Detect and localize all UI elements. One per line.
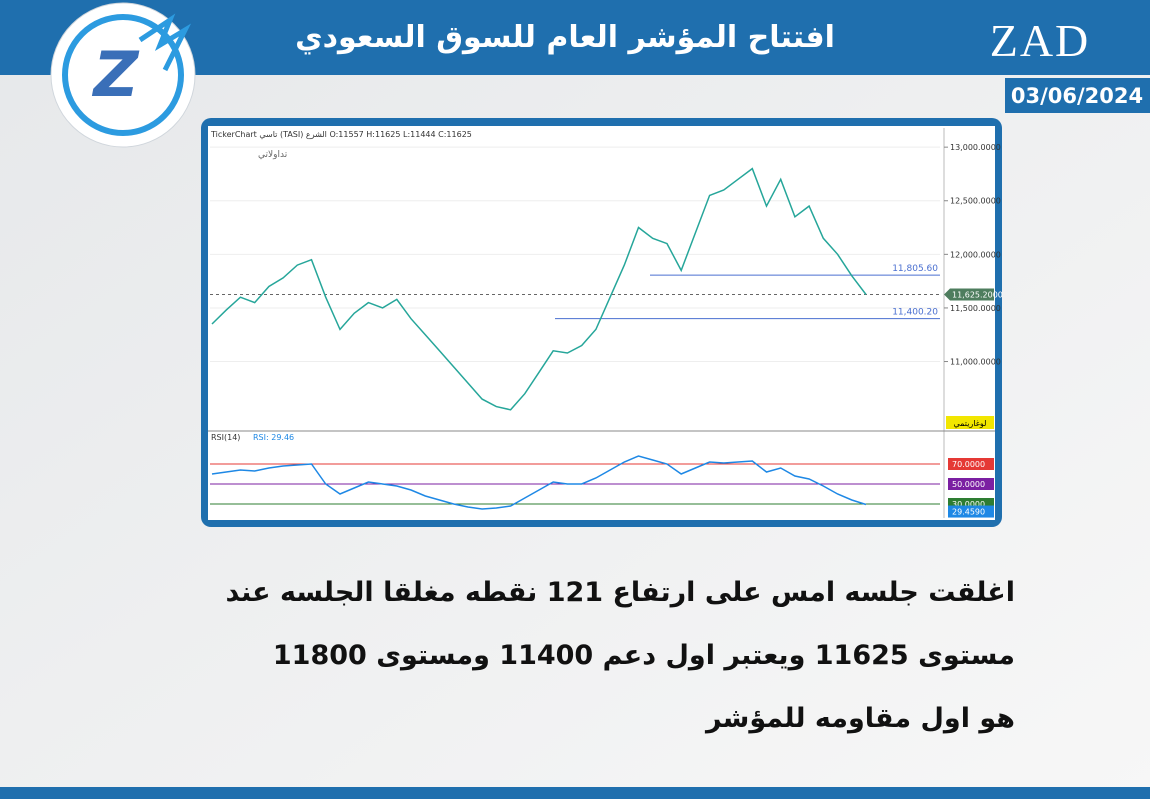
level-label: 11,805.60 [892, 264, 938, 274]
rsi-current-box [948, 505, 994, 518]
y-tick-label: 12,000.0000 [950, 250, 1001, 259]
series-line [211, 167, 867, 411]
title: افتتاح المؤشر العام للسوق السعودي [295, 20, 835, 55]
level-label: 11,400.20 [892, 308, 938, 318]
rsi-title: RSI(14) [211, 433, 240, 442]
rsi-tick-label: 50.0000 [952, 480, 985, 489]
body-line: هو اول مقاومه للمؤشر [704, 703, 1015, 734]
rsi-tick-box [948, 458, 994, 470]
y-tick-label: 11,000.0000 [950, 358, 1001, 367]
logo: Z [50, 2, 196, 148]
current-tag [944, 288, 994, 301]
body-line: مستوى 11625 ويعتبر اول دعم 11400 ومستوى … [273, 640, 1015, 671]
watermark: تداولاتي [258, 150, 288, 160]
series-line [211, 455, 867, 510]
rsi-tick-label: 70.0000 [952, 460, 985, 469]
bottom-bar [0, 787, 1150, 799]
y-tick-label: 12,500.0000 [950, 197, 1001, 206]
y-tick-label: 11,500.0000 [950, 304, 1001, 313]
rsi-tick-label: 30.0000 [952, 500, 985, 509]
scale-mode: لوغاريتمي [954, 419, 987, 428]
brand: ZAD [990, 15, 1091, 66]
current-label: 11,625.2000 [952, 291, 1003, 300]
rsi-reading: RSI: 29.46 [253, 433, 294, 442]
y-tick-label: 13,000.0000 [950, 143, 1001, 152]
rsi-current-label: 29.4590 [952, 508, 985, 517]
body-line: اغلقت جلسه امس على ارتفاع 121 نقطه مغلقا… [226, 577, 1016, 608]
svg-text:Z: Z [92, 38, 140, 111]
chart-panel [208, 126, 995, 520]
scale-mode-box [946, 416, 994, 429]
rsi-tick-box [948, 478, 994, 490]
date: 03/06/2024 [1011, 84, 1143, 108]
body-text: اغلقت جلسه امس على ارتفاع 121 نقطه مغلقا… [226, 577, 1016, 734]
date-box [1005, 78, 1150, 113]
chart-header: TickerChart تاسي (TASI) الشرع O:11557 H:… [210, 130, 472, 139]
